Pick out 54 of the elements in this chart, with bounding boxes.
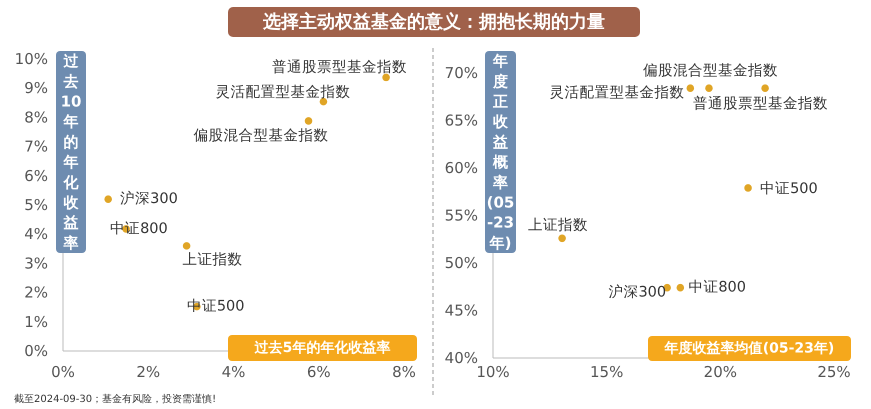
y-tick-label: 1% xyxy=(24,312,48,331)
y-tick-label: 50% xyxy=(444,254,478,272)
y-tick-label: 4% xyxy=(24,225,48,244)
y-tick-label: 10% xyxy=(14,50,48,68)
series-label: 普通股票型基金指数 xyxy=(693,95,828,112)
x-axis-title: 过去5年的年化收益率 xyxy=(254,339,390,356)
point xyxy=(104,195,112,203)
series-label: 偏股混合型基金指数 xyxy=(194,126,329,144)
y-tick-label: 7% xyxy=(24,138,48,156)
series-label: 沪深300 xyxy=(120,190,178,208)
y-tick-label: 5% xyxy=(24,196,48,214)
series-label: 上证指数 xyxy=(182,250,243,268)
y-tick-label: 40% xyxy=(444,349,478,367)
x-tick-label: 2% xyxy=(136,363,160,381)
y-tick-label: 8% xyxy=(24,108,48,126)
x-tick-label: 4% xyxy=(222,363,246,381)
series-label: 灵活配置型基金指数 xyxy=(215,84,350,101)
x-tick-label: 20% xyxy=(704,363,738,381)
y-tick-label: 65% xyxy=(444,112,478,130)
series-label: 灵活配置型基金指数 xyxy=(549,84,684,102)
x-tick-label: 6% xyxy=(306,363,331,381)
y-tick-label: 6% xyxy=(24,166,48,185)
series-label: 沪深300 xyxy=(608,284,666,301)
point xyxy=(676,284,684,292)
series-label: 中证500 xyxy=(760,180,818,197)
series-label: 上证指数 xyxy=(528,216,588,234)
point xyxy=(558,234,566,242)
y-tick-label: 60% xyxy=(444,159,478,177)
y-tick-label: 2% xyxy=(24,284,48,302)
y-tick-label: 0% xyxy=(24,342,48,360)
x-tick-label: 0% xyxy=(51,363,75,381)
point xyxy=(744,184,752,192)
text: 截至2024-09-30；基金有风险，投资需谨慎! xyxy=(14,393,216,405)
point xyxy=(182,242,190,250)
y-tick-label: 55% xyxy=(444,206,478,224)
point xyxy=(304,117,312,125)
y-tick-label: 45% xyxy=(444,302,478,320)
series-label: 普通股票型基金指数 xyxy=(272,58,408,76)
x-tick-label: 15% xyxy=(590,363,624,381)
point xyxy=(382,74,390,82)
chart-title: 选择主动权益基金的意义：拥抱长期的力量 xyxy=(262,12,605,32)
x-axis-title: 年度收益率均值(05-23年) xyxy=(664,340,834,356)
text: 过去10年的年化收益率 xyxy=(60,52,82,252)
point xyxy=(705,84,713,92)
x-tick-label: 10% xyxy=(476,363,510,381)
y-tick-label: 70% xyxy=(444,64,478,82)
series-label: 中证800 xyxy=(688,278,746,296)
x-tick-label: 25% xyxy=(817,363,851,381)
y-tick-label: 3% xyxy=(24,254,48,272)
x-tick-label: 8% xyxy=(392,363,416,381)
y-tick-label: 9% xyxy=(24,79,48,98)
point xyxy=(761,84,769,92)
series-label: 偏股混合型基金指数 xyxy=(642,62,778,80)
point xyxy=(686,84,694,92)
